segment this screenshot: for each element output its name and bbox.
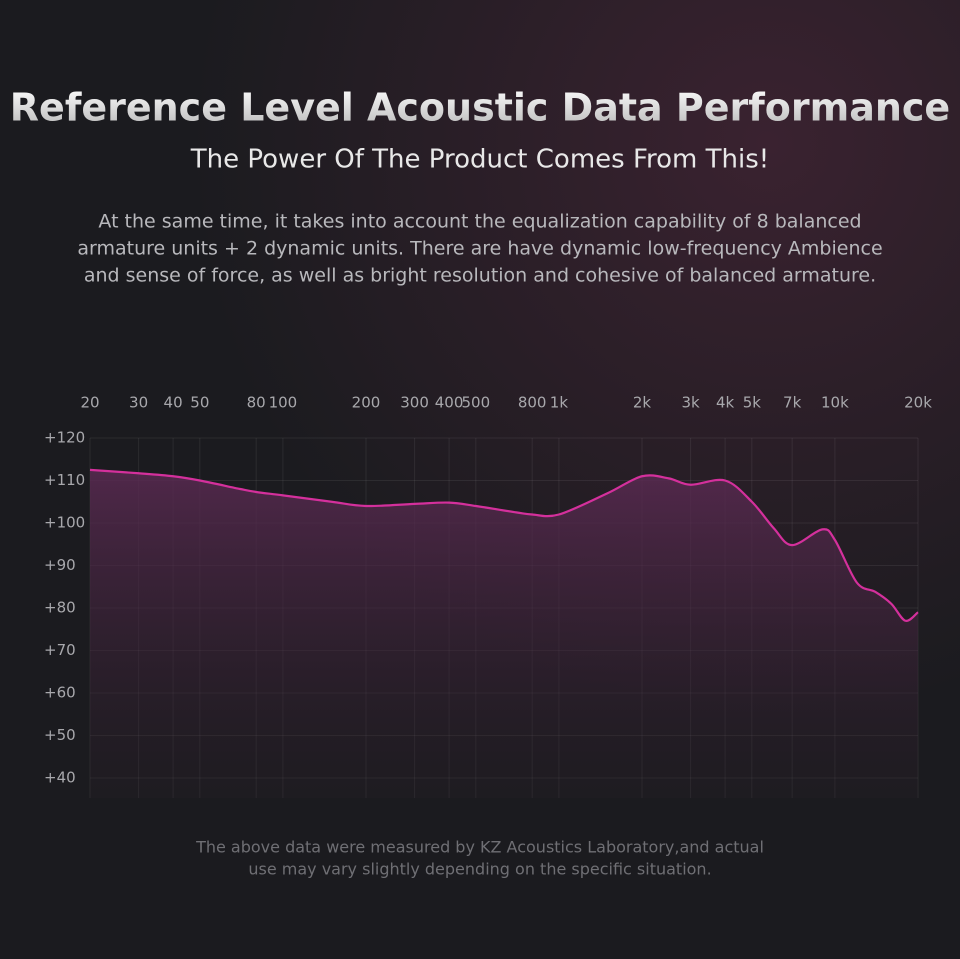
x-tick-label: 100: [269, 394, 298, 412]
x-tick-label: 50: [190, 394, 209, 412]
x-tick-label: 5k: [743, 394, 762, 412]
x-tick-label: 20: [80, 394, 99, 412]
y-tick-label: +50: [44, 726, 76, 744]
y-tick-label: +120: [44, 429, 85, 447]
x-tick-label: 20k: [904, 394, 932, 412]
y-tick-label: +60: [44, 684, 76, 702]
x-tick-label: 1k: [550, 394, 569, 412]
x-tick-label: 3k: [681, 394, 700, 412]
x-tick-label: 40: [164, 394, 183, 412]
x-tick-label: 10k: [821, 394, 849, 412]
x-tick-label: 30: [129, 394, 148, 412]
y-tick-label: +110: [44, 471, 85, 489]
x-tick-label: 200: [352, 394, 381, 412]
title: Reference Level Acoustic Data Performanc…: [10, 86, 950, 130]
x-tick-label: 80: [247, 394, 266, 412]
description: At the same time, it takes into account …: [98, 211, 861, 233]
x-tick-label: 7k: [783, 394, 802, 412]
x-tick-label: 500: [462, 394, 491, 412]
chart: +120 +110 +100 +90 +80 +70 +60 +50 +40 20 30 40 50 80…: [44, 394, 932, 798]
description: and sense of force, as well as bright re…: [84, 265, 876, 287]
response-curve: [89, 468, 919, 622]
x-tick-label: 2k: [633, 394, 652, 412]
y-tick-label: +90: [44, 556, 76, 574]
footnote: use may vary slightly depending on the s…: [248, 860, 711, 879]
footnote: The above data were measured by KZ Acous…: [195, 838, 764, 857]
y-tick-label: +80: [44, 599, 76, 617]
y-tick-label: +40: [44, 769, 76, 787]
y-tick-label: +100: [44, 514, 85, 532]
area-fill: [90, 469, 918, 798]
y-tick-label: +70: [44, 641, 76, 659]
subtitle: The Power Of The Product Comes From This…: [190, 145, 769, 175]
x-tick-label: 300: [400, 394, 429, 412]
x-tick-label: 400: [435, 394, 464, 412]
x-tick-label: 800: [518, 394, 547, 412]
description: armature units + 2 dynamic units. There …: [77, 238, 882, 260]
x-tick-label: 4k: [716, 394, 735, 412]
